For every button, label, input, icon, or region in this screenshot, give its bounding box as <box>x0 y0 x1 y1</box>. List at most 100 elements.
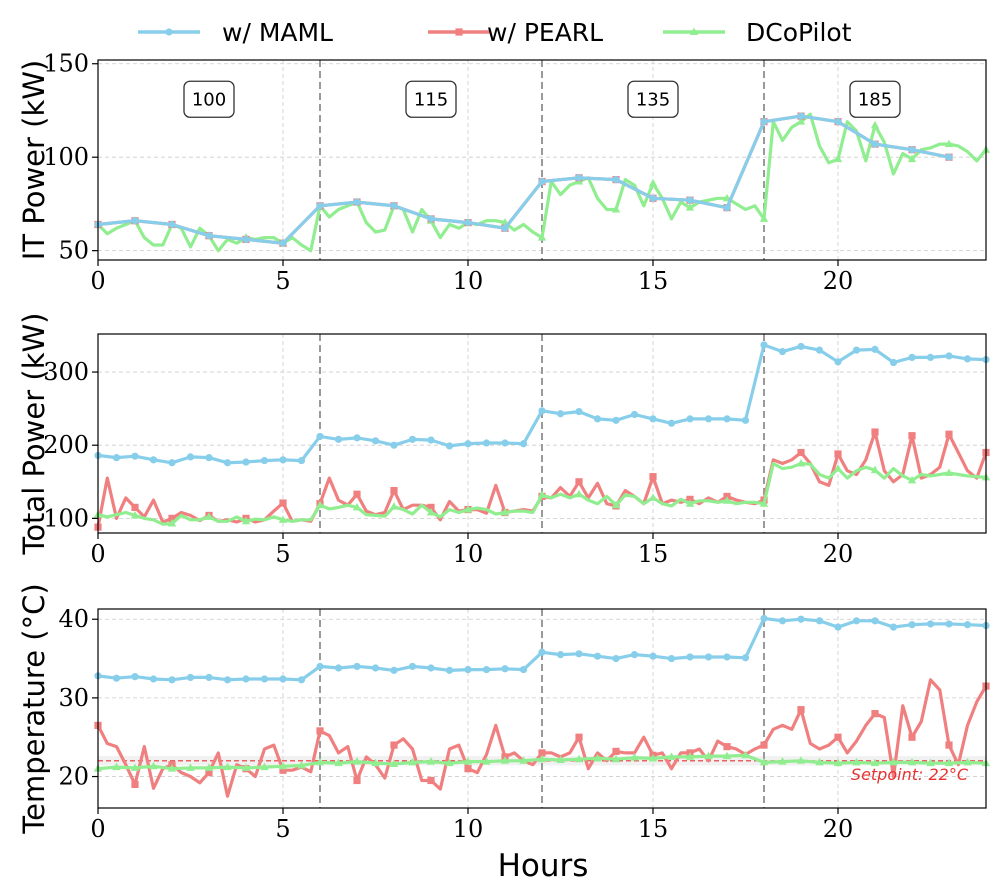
data-point <box>297 676 306 684</box>
data-point <box>464 219 472 227</box>
y-tick-label: 50 <box>58 237 89 265</box>
data-point <box>778 617 787 625</box>
data-point <box>131 452 139 460</box>
data-point <box>889 757 898 766</box>
data-point <box>315 757 325 766</box>
x-tick-label: 20 <box>823 815 854 843</box>
y-tick-label: 100 <box>43 504 89 532</box>
data-point <box>704 751 713 760</box>
data-point <box>353 434 361 442</box>
data-point <box>686 415 694 423</box>
data-point <box>316 432 324 441</box>
data-point <box>279 239 287 247</box>
data-point <box>834 623 842 631</box>
legend-label: w/ PEARL <box>487 18 603 47</box>
x-tick-label: 5 <box>275 267 290 295</box>
x-tick-label: 15 <box>638 540 669 568</box>
data-point <box>353 776 361 785</box>
data-point <box>723 743 731 751</box>
data-point <box>463 757 473 765</box>
data-point <box>796 756 806 764</box>
data-point <box>464 665 472 674</box>
data-point <box>760 614 768 623</box>
data-point <box>797 706 805 714</box>
series-wmaml <box>94 614 990 684</box>
data-point <box>501 439 509 447</box>
load-box-frame <box>183 80 235 118</box>
data-point <box>741 416 750 424</box>
data-point <box>686 653 694 661</box>
data-point <box>574 489 584 498</box>
data-point <box>427 436 435 444</box>
data-point <box>463 505 473 513</box>
total-power-panel: 100 200 300 0 5 10 15 20 Total Power (kW) <box>17 313 991 568</box>
data-point <box>353 662 361 671</box>
series-dcopilot <box>93 750 991 772</box>
data-point <box>390 741 398 749</box>
data-point <box>297 761 306 769</box>
data-point <box>334 758 343 767</box>
data-point <box>575 407 583 416</box>
data-point <box>408 435 417 443</box>
data-point <box>908 621 916 629</box>
data-point <box>556 410 565 418</box>
data-point <box>537 754 547 763</box>
data-point <box>870 758 880 767</box>
legend-marker <box>455 28 463 36</box>
data-point <box>797 342 805 351</box>
load-box: 115 <box>405 80 457 118</box>
data-point <box>205 232 213 240</box>
data-point <box>112 674 121 682</box>
data-point <box>500 756 510 764</box>
data-point <box>149 675 158 683</box>
data-point <box>556 651 565 659</box>
series-wpearl <box>94 112 953 247</box>
data-point <box>630 410 639 419</box>
data-point <box>907 475 917 484</box>
data-point <box>760 118 768 126</box>
data-point <box>723 653 731 661</box>
data-point <box>353 490 361 498</box>
data-point <box>760 741 768 749</box>
data-point <box>519 756 528 764</box>
x-tick-label: 0 <box>90 267 105 295</box>
data-point <box>168 220 176 229</box>
data-point <box>612 654 620 663</box>
x-tick-label: 5 <box>275 815 290 843</box>
series-wmaml <box>94 112 953 247</box>
data-point <box>593 652 602 660</box>
data-point <box>926 758 935 767</box>
data-point <box>537 233 547 241</box>
data-point <box>482 665 491 674</box>
data-point <box>833 464 843 472</box>
data-point <box>759 214 769 222</box>
x-tick-label: 15 <box>638 815 669 843</box>
data-point <box>390 666 398 674</box>
data-point <box>186 673 195 682</box>
data-point <box>131 217 139 225</box>
y-tick-label: 200 <box>43 431 89 459</box>
data-point <box>205 769 213 777</box>
data-point <box>649 473 657 481</box>
data-point <box>426 508 436 516</box>
data-point <box>944 139 954 148</box>
data-point <box>741 750 750 759</box>
data-point <box>223 459 232 467</box>
data-point <box>390 202 398 210</box>
data-point <box>186 453 195 461</box>
data-point <box>667 752 676 760</box>
data-point <box>871 428 879 436</box>
data-point <box>427 215 435 223</box>
data-point <box>630 651 639 659</box>
data-point <box>723 204 731 212</box>
data-point <box>760 341 768 349</box>
y-axis-label: Total Power (kW) <box>17 313 51 556</box>
load-box: 185 <box>849 80 901 118</box>
data-point <box>316 662 324 671</box>
data-point <box>796 117 806 125</box>
y-tick-label: 40 <box>58 605 89 633</box>
load-box-label: 115 <box>414 89 448 110</box>
y-axis-label: Temperature (°C) <box>17 583 51 834</box>
data-point <box>242 458 250 466</box>
